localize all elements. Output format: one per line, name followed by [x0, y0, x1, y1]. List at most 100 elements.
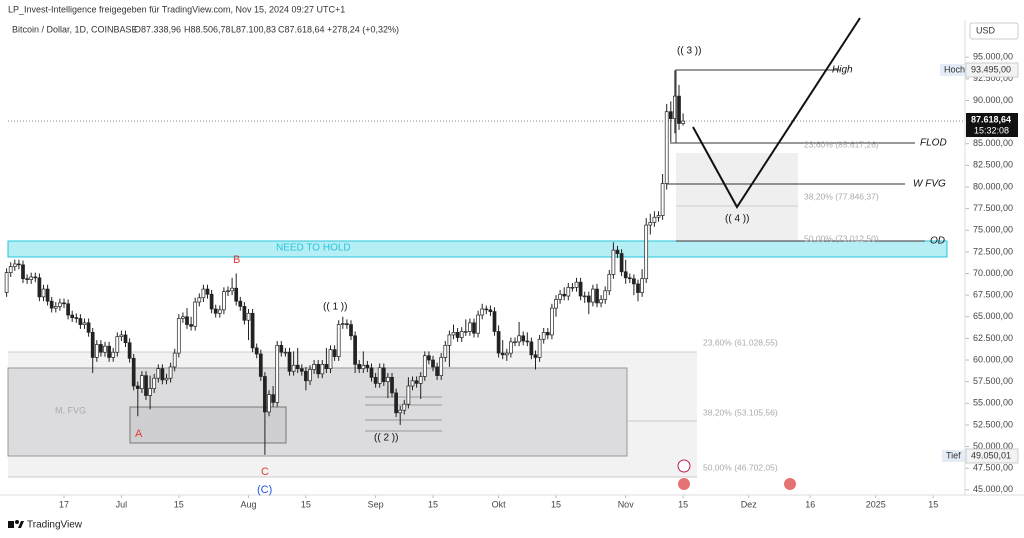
- candle-body: [209, 293, 214, 310]
- x-tick-label: Sep: [368, 499, 384, 509]
- y-tick-label: 77.500,00: [973, 203, 1013, 213]
- attribution: LP_Invest-Intelligence freigegeben für T…: [8, 4, 345, 14]
- candle-body: [386, 376, 390, 383]
- candle-body: [521, 335, 526, 342]
- candle-body: [361, 364, 366, 370]
- symbol: Bitcoin / Dollar, 1D, COINBASE: [12, 24, 138, 34]
- candle-body: [90, 331, 95, 358]
- wave-label: (C): [257, 484, 272, 496]
- y-tick-label: 50.000,00: [973, 441, 1013, 451]
- x-tick-label: Okt: [492, 499, 507, 509]
- candle-body: [58, 302, 62, 307]
- event-icon[interactable]: [678, 478, 690, 490]
- candle-body: [603, 290, 608, 300]
- candle-body: [554, 299, 558, 309]
- candle-body: [578, 281, 583, 297]
- candle-body: [332, 349, 337, 357]
- event-icon[interactable]: [677, 459, 691, 473]
- candle-body: [21, 264, 25, 280]
- candle-body: [640, 278, 644, 293]
- y-tick-label: 75.000,00: [973, 225, 1013, 235]
- flod-label: FLOD: [920, 138, 947, 149]
- ohlc-high: H88.506,78: [184, 24, 231, 34]
- x-tick-label: 15: [428, 499, 438, 509]
- candle-body: [148, 388, 152, 396]
- candle-body: [488, 309, 493, 312]
- zone-upper: [676, 153, 798, 247]
- od-label: OD: [930, 236, 945, 247]
- axis-ticks: 95.000,00 92.500,00 90.000,00 85.000,00 82.5…: [59, 52, 1013, 510]
- candle-body: [402, 403, 407, 411]
- fib-label: 50,00% (73.012,50): [804, 233, 879, 243]
- candle-body: [123, 334, 128, 344]
- candle-body: [517, 335, 521, 343]
- candle-body: [230, 287, 234, 292]
- candle-body: [291, 364, 296, 372]
- candle-body: [562, 293, 567, 297]
- candle-body: [582, 295, 587, 298]
- currency[interactable]: USD: [976, 25, 996, 35]
- candle-body: [496, 331, 501, 354]
- fib-label: 23,60% (61.028,55): [703, 337, 778, 347]
- candle-body: [308, 369, 312, 382]
- candle-body: [427, 355, 431, 361]
- zone-need-to-hold: [7, 240, 948, 258]
- candle-body: [328, 349, 333, 370]
- candle-body: [632, 278, 636, 285]
- candle-body: [176, 318, 181, 354]
- candle-body: [644, 224, 649, 280]
- change: +278,24 (+0,32%): [327, 24, 399, 34]
- x-tick-label: Dez: [741, 499, 758, 509]
- candle-body: [660, 183, 665, 216]
- candle-body: [611, 249, 616, 275]
- logo-part: [8, 521, 14, 528]
- candle-body: [619, 253, 624, 273]
- candle-body: [316, 364, 321, 375]
- candle-body: [373, 376, 378, 384]
- candle-body: [29, 276, 34, 280]
- candle-body: [459, 331, 464, 338]
- event-icon[interactable]: [784, 478, 796, 490]
- candle-body: [476, 314, 480, 334]
- candle-body: [570, 286, 575, 289]
- candle-body: [271, 394, 275, 403]
- wave-label: (( 1 )): [323, 302, 347, 313]
- candle-body: [472, 322, 476, 334]
- currency-button[interactable]: [969, 22, 1019, 40]
- wave-label: A: [135, 428, 143, 440]
- wave-label: (( 4 )): [725, 214, 749, 225]
- candle-body: [53, 306, 58, 309]
- low-tag: Tief: [946, 450, 961, 460]
- candle-body: [17, 263, 21, 266]
- candle-body: [443, 344, 448, 358]
- ohlc-open: O87.338,96: [134, 24, 181, 34]
- candle-body: [140, 375, 144, 389]
- candle-body: [574, 281, 579, 288]
- low-price: 49.050,01: [971, 450, 1011, 460]
- candle-body: [513, 341, 517, 344]
- high-price-box: [965, 62, 1019, 78]
- candle-body: [381, 367, 386, 383]
- candle-body: [414, 380, 419, 384]
- zone-m-fvg: [129, 406, 287, 444]
- candle-body: [37, 277, 42, 298]
- candle-body: [304, 370, 308, 382]
- candle-body: [94, 344, 99, 358]
- x-tick-label: 2025: [866, 499, 886, 509]
- candle-body: [623, 271, 628, 279]
- candle-body: [45, 288, 50, 302]
- high-label: High: [832, 65, 853, 76]
- candle-body: [33, 276, 38, 279]
- m-fvg-label: M. FVG: [55, 405, 86, 415]
- candle-body: [607, 274, 612, 292]
- ohlc-low: L87.100,83: [231, 24, 276, 34]
- candle-body: [254, 347, 259, 355]
- candle-body: [492, 311, 497, 332]
- candle-body: [365, 364, 370, 369]
- candle-body: [12, 263, 17, 267]
- candle-body: [152, 377, 157, 389]
- high-price: 93.495,00: [971, 64, 1011, 74]
- candle-body: [595, 288, 599, 304]
- y-tick-label: 62.500,00: [973, 333, 1013, 343]
- candle-body: [201, 288, 206, 299]
